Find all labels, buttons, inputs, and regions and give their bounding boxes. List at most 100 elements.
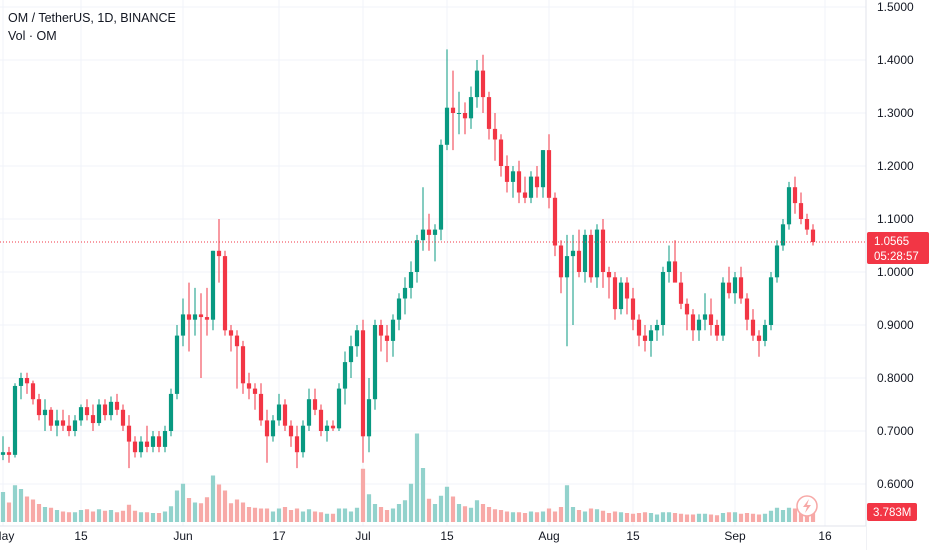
symbol-title[interactable]: OM / TetherUS, 1D, BINANCE — [8, 11, 176, 25]
candle — [444, 49, 450, 151]
volume-bar — [420, 468, 426, 522]
volume-bar — [90, 511, 96, 522]
candle — [504, 155, 510, 193]
volume-bar — [318, 512, 324, 522]
candle — [474, 60, 480, 108]
volume-value: 3.783M — [873, 507, 911, 519]
volume-value-badge: 3.783M — [867, 503, 917, 521]
candle — [6, 446, 12, 463]
candle — [258, 383, 264, 426]
volume-bar — [708, 514, 714, 522]
volume-bar — [756, 514, 762, 522]
candle — [252, 383, 258, 410]
candle — [342, 351, 348, 405]
volume-bar — [432, 504, 438, 522]
volume-bar — [804, 512, 810, 522]
volume-bar — [408, 483, 414, 522]
volume-bar — [810, 510, 816, 522]
volume-bar — [654, 514, 660, 522]
candle — [684, 298, 690, 331]
price-tick-label: 1.1000 — [877, 212, 914, 226]
last-price-badge: 1.0565 05:28:57 — [867, 232, 929, 264]
candle — [492, 113, 498, 161]
candle — [678, 272, 684, 310]
candle — [90, 404, 96, 431]
candle — [510, 166, 516, 198]
volume-bar — [792, 508, 798, 522]
volume-bar — [126, 504, 132, 522]
volume-bar — [234, 499, 240, 522]
volume-bar — [36, 504, 42, 522]
candle — [114, 393, 120, 416]
volume-bar — [366, 494, 372, 522]
countdown-timer: 05:28:57 — [874, 251, 919, 263]
volume-bar — [666, 512, 672, 522]
volume-bar — [48, 507, 54, 522]
candle — [12, 383, 18, 458]
volume-bar — [252, 507, 258, 522]
candle — [426, 213, 432, 251]
candle — [546, 134, 552, 209]
candle — [162, 425, 168, 453]
volume-bar — [678, 513, 684, 522]
lightning-icon[interactable] — [796, 495, 818, 517]
volume-indicator-title[interactable]: Vol · OM — [8, 29, 57, 43]
volume-bar — [354, 507, 360, 522]
time-axis[interactable]: May 15 Jun 17 Jul 15 Aug 15 Sep 16 — [0, 525, 866, 550]
candle — [348, 335, 354, 378]
volume-bar — [18, 489, 24, 522]
volume-bar — [78, 510, 84, 522]
candle — [246, 372, 252, 400]
candle — [696, 314, 702, 341]
volume-bar — [186, 498, 192, 522]
candle — [702, 293, 708, 331]
candle — [714, 319, 720, 341]
candle — [126, 415, 132, 469]
candle — [690, 309, 696, 341]
price-tick-label: 1.3000 — [877, 106, 914, 120]
chart-legend: OM / TetherUS, 1D, BINANCE Vol · OM — [8, 9, 176, 45]
price-axis[interactable]: 1.5000 1.4000 1.3000 1.2000 1.1000 1.0000 0.90… — [865, 0, 932, 550]
volume-bar — [102, 510, 108, 522]
candle — [48, 407, 54, 431]
volume-bar — [60, 511, 66, 522]
volume-bar — [726, 512, 732, 522]
candle — [630, 287, 636, 331]
candle — [468, 86, 474, 129]
volume-bar — [486, 507, 492, 522]
candle — [180, 298, 186, 347]
volume-bar — [714, 515, 720, 522]
volume-bar — [630, 513, 636, 522]
volume-bar — [738, 513, 744, 522]
candle — [390, 314, 396, 357]
candle — [198, 293, 204, 378]
volume-bars — [0, 433, 816, 522]
volume-bar — [552, 511, 558, 522]
volume-bar — [660, 512, 666, 522]
candle — [558, 240, 564, 294]
candle — [84, 399, 90, 421]
candle — [312, 388, 318, 416]
volume-bar — [306, 509, 312, 522]
volume-bar — [600, 510, 606, 522]
volume-bar — [192, 502, 198, 522]
volume-bar — [336, 508, 342, 522]
time-tick-label: 16 — [818, 529, 832, 543]
candle — [618, 277, 624, 315]
volume-bar — [198, 503, 204, 522]
candle — [744, 293, 750, 331]
price-candles — [0, 49, 816, 469]
candle — [36, 393, 42, 421]
candle — [42, 399, 48, 431]
candle — [60, 409, 66, 431]
volume-bar — [372, 504, 378, 522]
candle — [282, 399, 288, 431]
volume-bar — [780, 510, 786, 522]
candle — [144, 425, 150, 453]
candle — [318, 404, 324, 437]
candle — [138, 436, 144, 458]
volume-bar — [42, 507, 48, 522]
candle — [594, 224, 600, 288]
candle — [0, 436, 6, 461]
